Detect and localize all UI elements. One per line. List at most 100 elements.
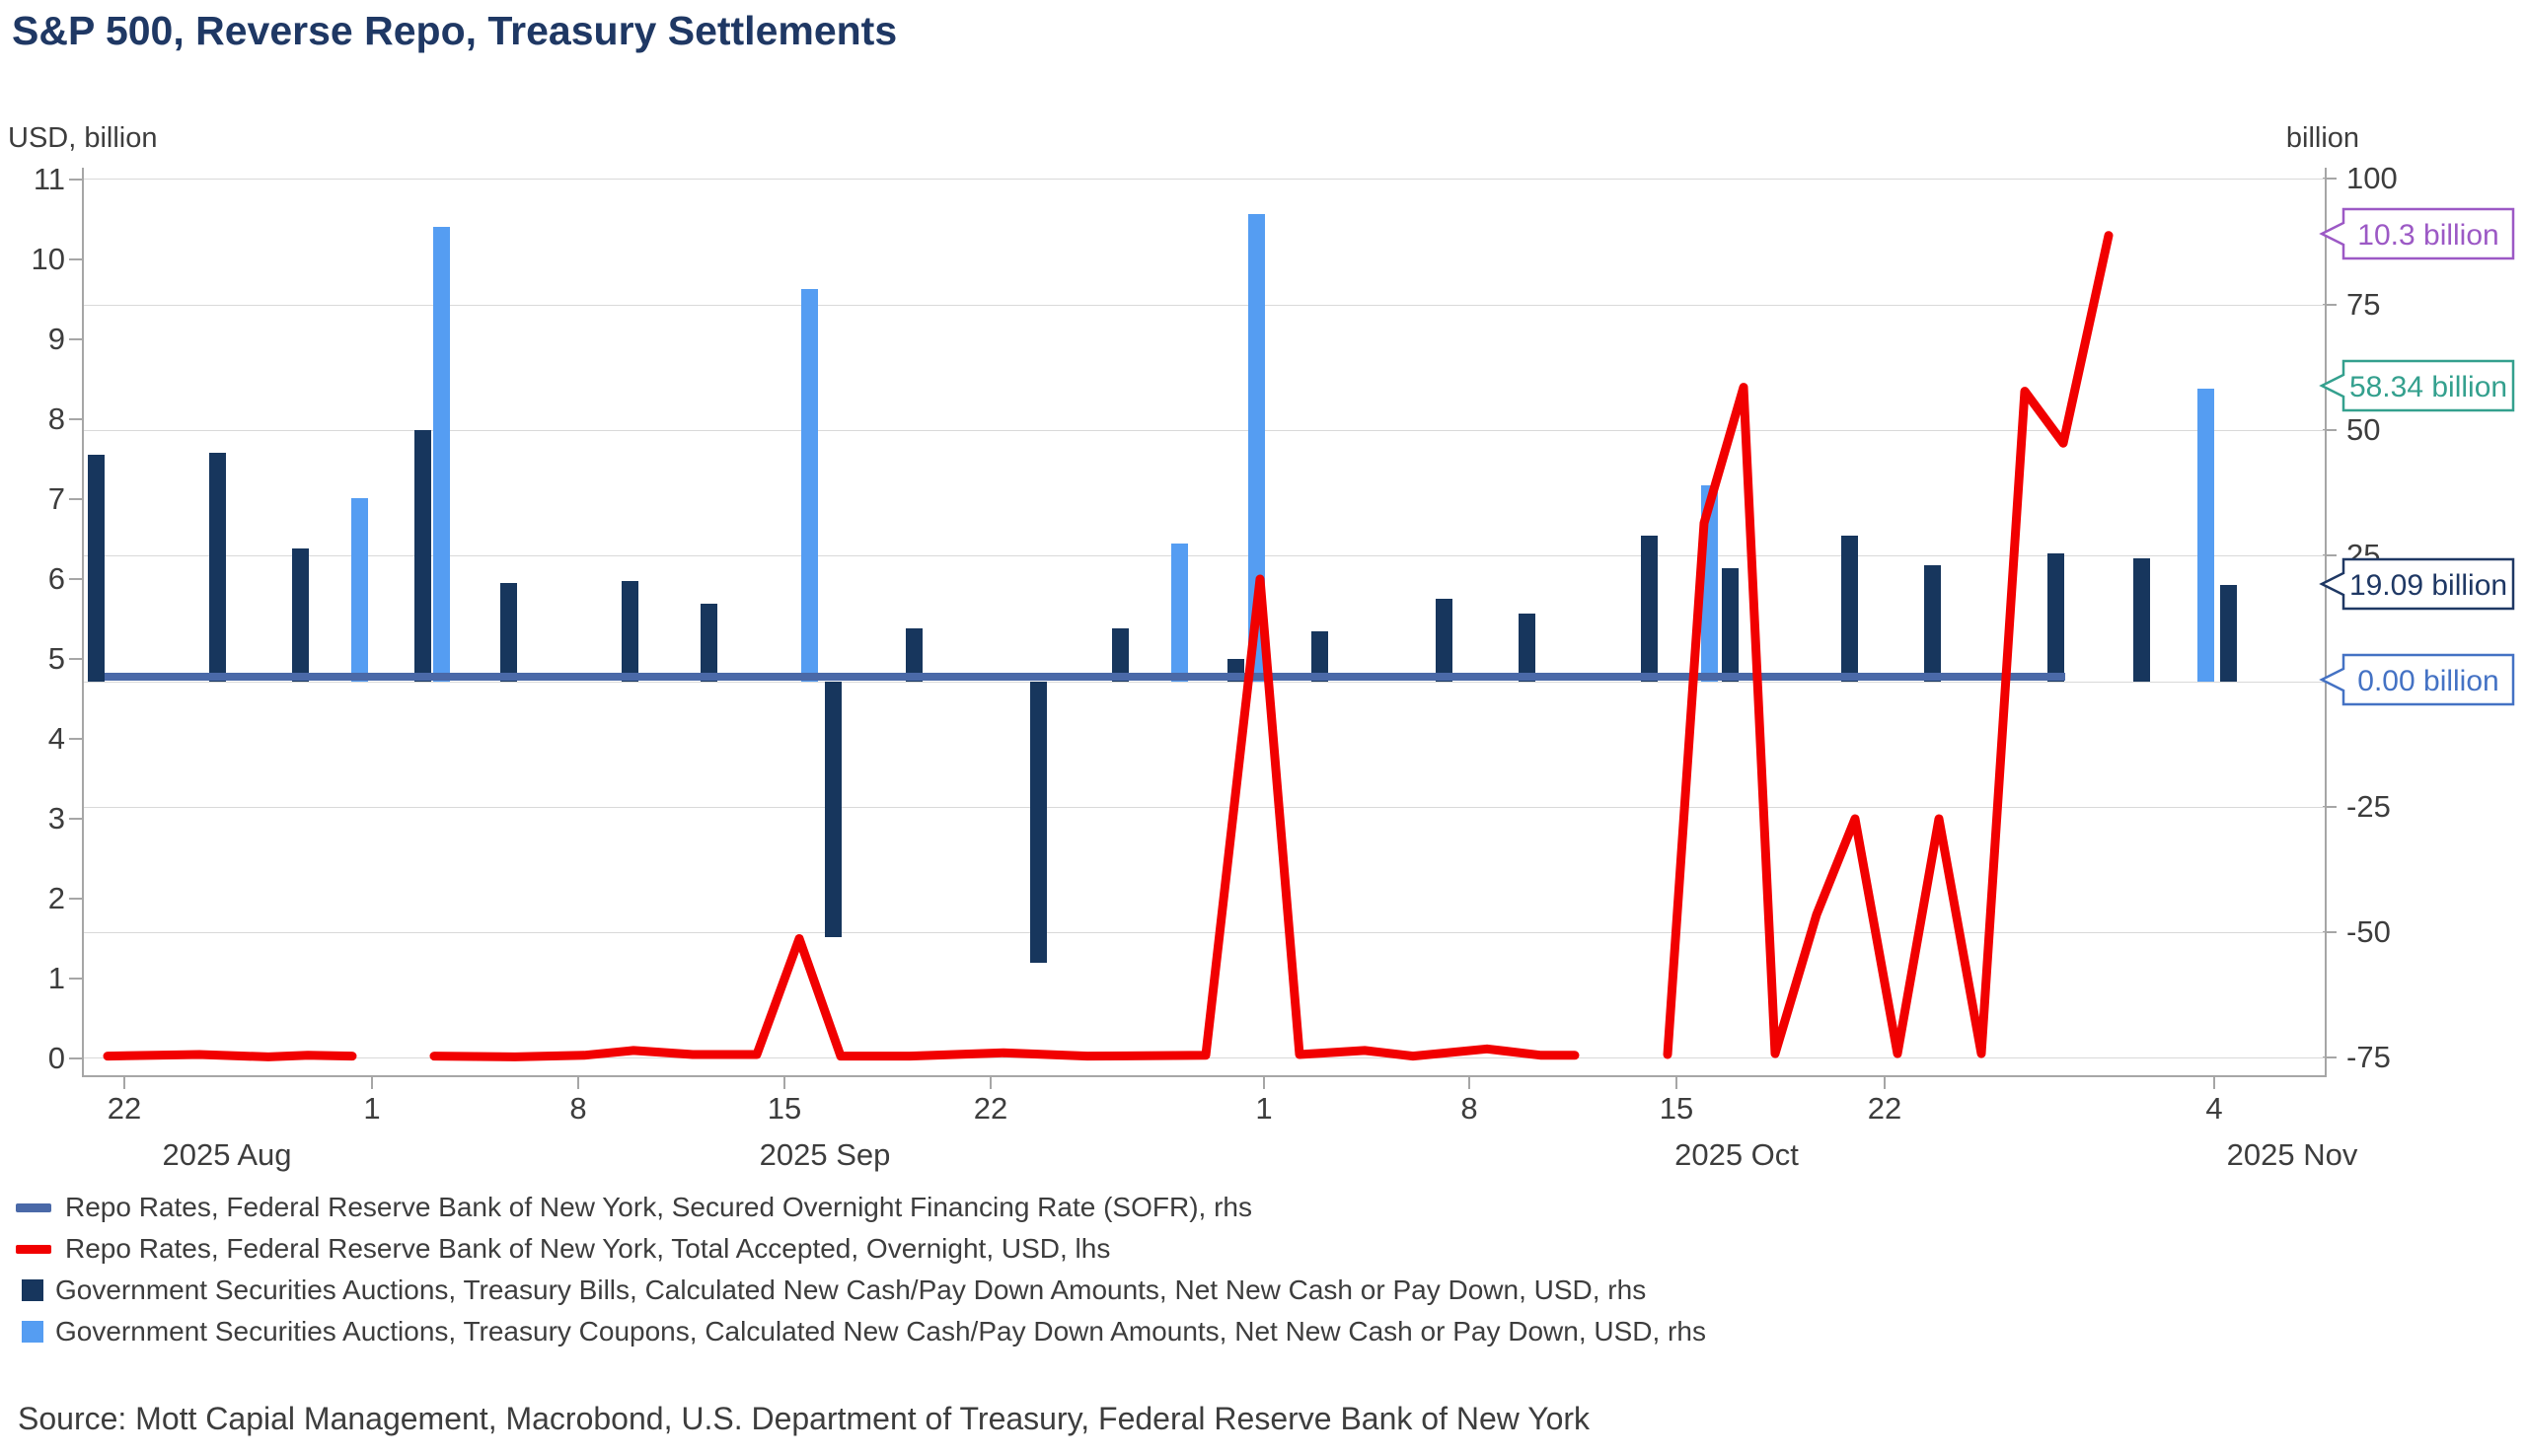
x-axis-tick-label: 4: [2205, 1091, 2223, 1126]
bar-treasury-bills: [906, 628, 923, 682]
legend-item-0: Repo Rates, Federal Reserve Bank of New …: [16, 1187, 1706, 1228]
left-axis-tick-label: 7: [47, 481, 65, 516]
source-note: Source: Mott Capial Management, Macrobon…: [18, 1401, 1591, 1436]
right-axis-tick-label: -25: [2346, 788, 2391, 824]
bar-treasury-bills: [2220, 585, 2237, 682]
left-axis-tick-label: 2: [47, 881, 65, 915]
left-axis-tick-label: 6: [47, 561, 65, 596]
right-axis-tick-label: -50: [2346, 914, 2391, 950]
gridline-rhs-100: [84, 179, 2325, 181]
x-axis-tick-label: 22: [107, 1091, 142, 1126]
x-axis-tick-label: 8: [569, 1091, 587, 1126]
x-axis-tick: [1884, 1075, 1886, 1089]
gridline-rhs-50: [84, 430, 2325, 432]
bar-treasury-bills: [414, 430, 431, 682]
left-axis-tick: [69, 1057, 83, 1059]
right-axis-tick-label: -75: [2346, 1040, 2391, 1075]
left-axis-tick: [69, 179, 83, 181]
legend-swatch-icon: [16, 1244, 51, 1254]
left-axis-tick-label: 10: [31, 242, 65, 276]
legend-label: Repo Rates, Federal Reserve Bank of New …: [65, 1192, 1252, 1222]
legend-label: Repo Rates, Federal Reserve Bank of New …: [65, 1233, 1111, 1264]
left-axis-tick: [69, 818, 83, 820]
right-axis-tick: [2323, 554, 2337, 557]
legend-label: Government Securities Auctions, Treasury…: [55, 1274, 1647, 1305]
left-axis-tick-label: 9: [47, 322, 65, 356]
total-accepted-line: [103, 231, 2114, 1061]
bar-treasury-coupons: [1171, 543, 1188, 682]
bar-treasury-bills: [2047, 552, 2064, 682]
x-axis-month-label: 2025 Sep: [759, 1137, 891, 1172]
right-axis-tick: [2323, 303, 2337, 306]
left-axis-tick-label: 8: [47, 401, 65, 436]
bar-treasury-coupons: [351, 497, 368, 682]
left-axis-tick: [69, 738, 83, 740]
x-axis-tick: [1468, 1075, 1470, 1089]
right-axis-tick-label: 100: [2346, 161, 2398, 196]
callout-58.34-flag: 58.34 billion: [2319, 359, 2515, 412]
bar-treasury-bills: [1112, 628, 1129, 682]
bar-treasury-bills: [825, 681, 842, 938]
x-axis-tick: [577, 1075, 579, 1089]
bar-treasury-bills: [1519, 613, 1535, 682]
legend-label: Government Securities Auctions, Treasury…: [55, 1316, 1706, 1347]
right-axis-tick: [2323, 805, 2337, 808]
right-axis-tick: [2323, 1056, 2337, 1059]
x-axis-tick: [1675, 1075, 1677, 1089]
gridline-rhs--25: [84, 806, 2325, 808]
bar-treasury-coupons: [1248, 214, 1265, 682]
left-axis-unit-label: USD, billion: [8, 122, 158, 154]
x-axis-tick-label: 1: [1255, 1091, 1273, 1126]
left-axis-tick-label: 4: [47, 721, 65, 756]
x-axis-tick-label: 15: [1659, 1091, 1694, 1126]
bar-treasury-coupons: [433, 226, 450, 682]
x-axis-tick: [1263, 1075, 1265, 1089]
left-axis-tick: [69, 658, 83, 660]
bar-treasury-bills: [1841, 535, 1858, 682]
right-axis-tick-label: 50: [2346, 412, 2381, 448]
x-axis-tick: [371, 1075, 373, 1089]
sofr-line: [105, 672, 2065, 681]
x-axis-tick: [783, 1075, 785, 1089]
left-axis-tick: [69, 498, 83, 500]
plot-area: [82, 168, 2327, 1077]
x-axis-tick-label: 8: [1460, 1091, 1478, 1126]
bar-treasury-bills: [88, 455, 105, 682]
callout-10.3-flag: 10.3 billion: [2319, 207, 2515, 260]
left-axis-tick-label: 1: [47, 961, 65, 995]
bar-treasury-coupons: [801, 289, 818, 682]
bar-treasury-bills: [622, 580, 638, 682]
callout-value-text: 10.3 billion: [2357, 219, 2498, 252]
x-axis-tick-label: 22: [1867, 1091, 1902, 1126]
left-axis-tick: [69, 338, 83, 340]
bar-treasury-bills: [292, 547, 309, 682]
bar-treasury-bills: [1436, 598, 1452, 682]
chart-legend: Repo Rates, Federal Reserve Bank of New …: [16, 1187, 1706, 1352]
left-axis-tick-label: 0: [47, 1041, 65, 1075]
legend-item-2: Government Securities Auctions, Treasury…: [16, 1270, 1706, 1311]
left-axis-tick-label: 5: [47, 641, 65, 676]
x-axis-tick-label: 1: [363, 1091, 381, 1126]
bar-treasury-coupons: [2197, 388, 2214, 682]
right-axis-tick: [2323, 931, 2337, 934]
left-axis-tick: [69, 258, 83, 260]
legend-swatch-icon: [22, 1279, 43, 1301]
bar-treasury-bills: [1030, 681, 1047, 963]
callout-value-text: 0.00 billion: [2357, 665, 2498, 697]
legend-item-1: Repo Rates, Federal Reserve Bank of New …: [16, 1228, 1706, 1270]
left-axis-tick-label: 11: [33, 162, 65, 196]
callout-value-text: 58.34 billion: [2349, 371, 2507, 403]
gridline-rhs-0: [84, 681, 2325, 683]
bar-treasury-bills: [1722, 568, 1739, 682]
x-axis-tick: [990, 1075, 992, 1089]
callout-value-text: 19.09 billion: [2349, 569, 2507, 602]
callout-19.09-flag: 19.09 billion: [2319, 557, 2515, 611]
left-axis-tick: [69, 418, 83, 420]
bar-treasury-bills: [209, 452, 226, 682]
x-axis-month-label: 2025 Nov: [2226, 1137, 2358, 1172]
gridline-rhs-25: [84, 555, 2325, 557]
bar-treasury-bills: [2133, 557, 2150, 682]
right-axis-tick: [2323, 178, 2337, 181]
x-axis-tick-label: 22: [973, 1091, 1008, 1126]
bar-treasury-bills: [500, 583, 517, 682]
